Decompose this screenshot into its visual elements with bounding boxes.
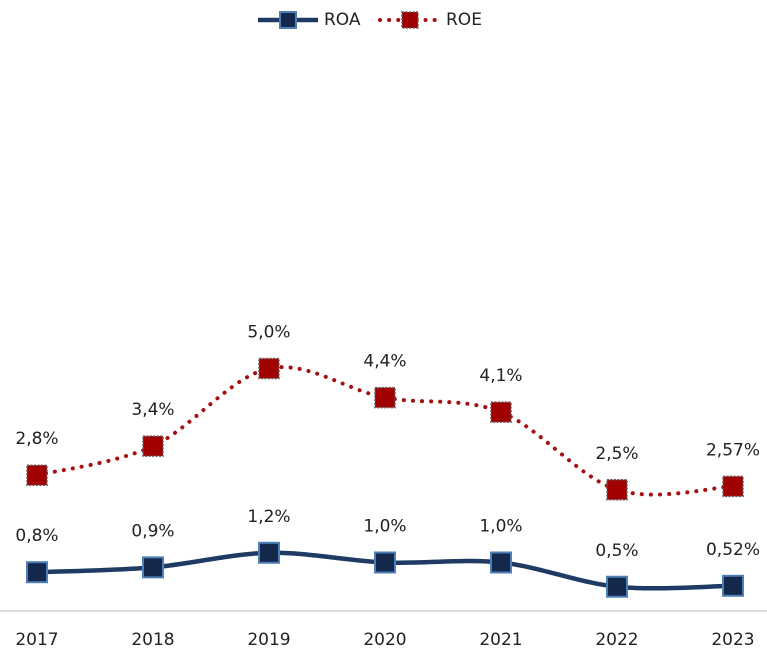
marker xyxy=(490,551,512,574)
data-label: 0,9% xyxy=(131,521,174,541)
data-label: 0,8% xyxy=(15,526,58,546)
x-tick-label: 2017 xyxy=(15,630,58,650)
data-label: 2,8% xyxy=(15,429,58,449)
data-label: 1,2% xyxy=(247,507,290,527)
marker xyxy=(722,574,744,597)
data-label: 4,1% xyxy=(479,366,522,386)
data-label: 1,0% xyxy=(479,517,522,537)
marker xyxy=(490,401,512,423)
data-label: 2,57% xyxy=(706,440,760,460)
legend-marker xyxy=(401,11,419,29)
marker xyxy=(374,551,396,574)
data-label: 2,5% xyxy=(595,444,638,464)
legend-marker xyxy=(279,11,297,29)
legend-label: ROA xyxy=(324,10,361,30)
marker xyxy=(26,464,48,486)
data-label: 3,4% xyxy=(131,400,174,420)
marker xyxy=(258,541,280,564)
x-tick-label: 2018 xyxy=(131,630,174,650)
data-label: 4,4% xyxy=(363,352,406,372)
marker xyxy=(258,357,280,380)
marker xyxy=(606,575,628,598)
data-label: 1,0% xyxy=(363,517,406,537)
x-tick-label: 2023 xyxy=(711,630,754,650)
line xyxy=(35,365,735,497)
x-tick-label: 2022 xyxy=(595,630,638,650)
marker xyxy=(374,386,396,409)
x-tick-label: 2019 xyxy=(247,630,290,650)
data-label: 0,5% xyxy=(595,541,638,561)
x-tick-label: 2021 xyxy=(479,630,522,650)
legend-label: ROE xyxy=(446,10,482,30)
marker xyxy=(26,561,48,584)
x-tick-label: 2020 xyxy=(363,630,406,650)
data-label: 5,0% xyxy=(247,323,290,343)
marker xyxy=(606,479,628,501)
marker xyxy=(142,435,164,457)
data-label: 0,52% xyxy=(706,540,760,560)
marker xyxy=(142,556,164,579)
marker xyxy=(722,475,744,498)
